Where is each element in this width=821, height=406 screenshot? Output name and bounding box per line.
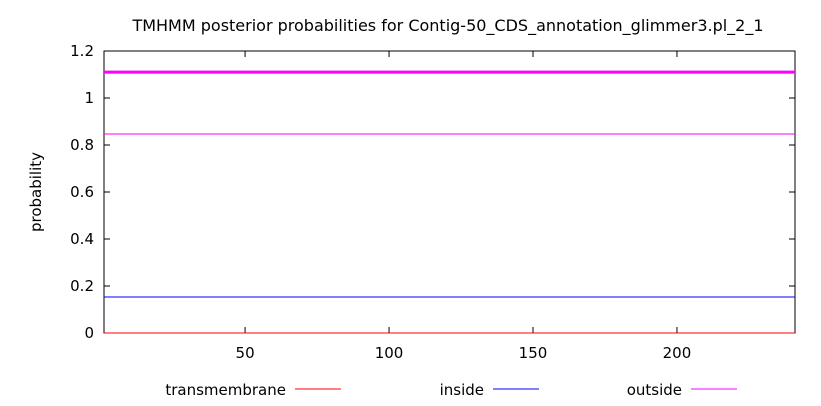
legend: transmembrane inside outside bbox=[165, 381, 737, 399]
x-tick-label: 150 bbox=[519, 344, 548, 362]
legend-label: outside bbox=[627, 381, 682, 399]
y-tick-label: 1.2 bbox=[70, 42, 94, 60]
y-tick-label: 0.4 bbox=[70, 230, 94, 248]
chart-title: TMHMM posterior probabilities for Contig… bbox=[131, 16, 763, 36]
plot-frame bbox=[103, 50, 796, 334]
x-tick-label: 200 bbox=[663, 344, 692, 362]
y-tick-label: 1 bbox=[84, 89, 94, 107]
legend-label: inside bbox=[440, 381, 484, 399]
y-tick-label: 0.8 bbox=[70, 136, 94, 154]
y-axis-label: probability bbox=[27, 152, 45, 232]
x-tick-label: 100 bbox=[375, 344, 404, 362]
y-tick-label: 0.6 bbox=[70, 183, 94, 201]
y-tick-label: 0 bbox=[84, 324, 94, 342]
x-tick-label: 50 bbox=[236, 344, 255, 362]
plot-area: 0 0.2 0.4 0.6 0.8 1 1.2 50 100 150 200 bbox=[70, 42, 796, 362]
y-tick-label: 0.2 bbox=[70, 277, 94, 295]
legend-label: transmembrane bbox=[165, 381, 286, 399]
